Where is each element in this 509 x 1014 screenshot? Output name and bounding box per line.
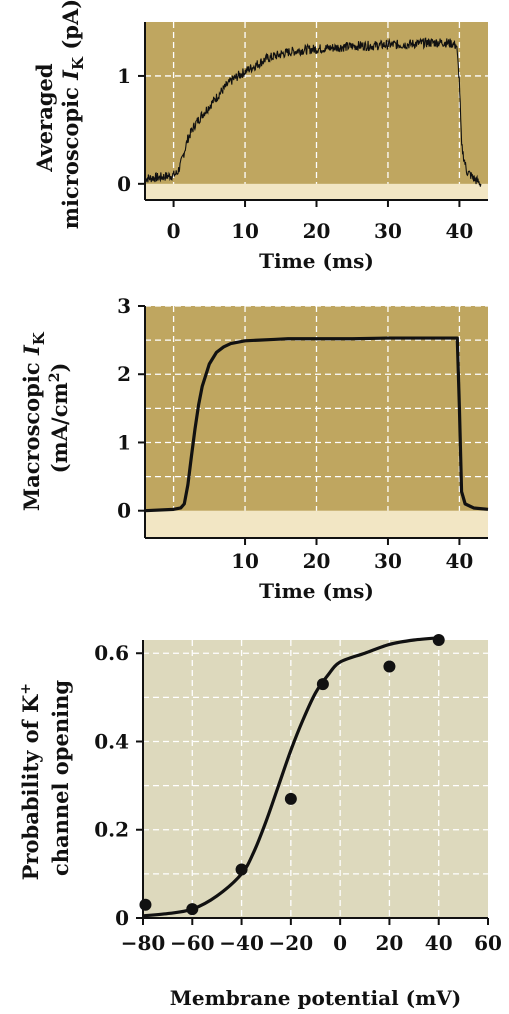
y-axis-label-line1: Probability of K+ xyxy=(18,683,43,880)
panel-averaged-microscopic-ik: 0 10 20 30 40 01 Time (ms) Averaged microsco… xyxy=(32,0,488,273)
x-tick-label: 40 xyxy=(425,931,453,955)
plot-area xyxy=(143,640,488,918)
data-point xyxy=(316,678,329,691)
y-tick-labels: 0 0.2 0.4 0.6 xyxy=(94,641,129,930)
panel-k-channel-probability: −80 −60 −40 −20 0 20 40 60 0 0.2 0.4 0.6 Membrane … xyxy=(10,634,502,1010)
y-axis-label-line1: Macroscopic IK xyxy=(19,331,48,511)
data-point xyxy=(284,792,297,805)
x-tick-label: 10 xyxy=(231,219,259,243)
data-point xyxy=(186,903,199,916)
x-tick-label: 0 xyxy=(167,219,181,243)
y-tick-label: 2 xyxy=(117,362,131,386)
y-axis-label: Averaged microscopic IK (pA) xyxy=(32,0,87,229)
grid xyxy=(143,640,488,918)
data-point xyxy=(383,660,396,673)
current-trace xyxy=(144,37,482,187)
x-tick-labels: 0 10 20 30 40 xyxy=(167,219,474,243)
baseline-band xyxy=(145,510,488,538)
x-tick-label: 40 xyxy=(445,549,473,573)
x-tick-label: 20 xyxy=(376,931,404,955)
fit-curve xyxy=(142,636,439,918)
y-axis-label-line2: (mA/cm2) xyxy=(47,363,72,474)
x-tick-label: 30 xyxy=(374,549,402,573)
axes xyxy=(138,22,488,207)
y-tick-label: 0.4 xyxy=(94,729,129,753)
y-tick-labels: 01 xyxy=(117,64,131,196)
y-tick-label: 3 xyxy=(117,294,131,318)
baseline-band xyxy=(145,183,488,200)
x-tick-label: −20 xyxy=(269,931,314,955)
y-tick-label: 0.6 xyxy=(94,641,129,665)
x-axis-label: Time (ms) xyxy=(259,249,374,273)
data-point xyxy=(139,898,152,911)
data-point xyxy=(432,634,445,646)
x-tick-label: −60 xyxy=(170,931,215,955)
y-tick-label: 0 xyxy=(117,499,131,523)
y-axis-label: Macroscopic IK (mA/cm2) xyxy=(19,325,72,511)
current-trace xyxy=(144,336,489,513)
x-tick-label: 20 xyxy=(303,219,331,243)
panel-macroscopic-ik: 10 20 30 40 0 1 2 3 Time (ms) Macroscopic IK (… xyxy=(19,294,489,603)
data-point xyxy=(235,863,248,876)
y-axis-label-line2: channel opening xyxy=(48,680,73,876)
axes xyxy=(138,305,488,545)
y-axis-label: Probability of K+ channel opening xyxy=(10,676,73,881)
y-tick-labels: 0 1 2 3 xyxy=(117,294,131,523)
x-tick-label: −40 xyxy=(219,931,264,955)
x-tick-label: −80 xyxy=(121,931,166,955)
y-axis-label-line2: microscopic IK (pA) xyxy=(58,0,87,229)
x-axis-label: Time (ms) xyxy=(259,579,374,603)
x-tick-labels: −80 −60 −40 −20 0 20 40 60 xyxy=(121,931,502,955)
y-tick-label: 1 xyxy=(117,64,131,88)
axes xyxy=(136,640,489,925)
y-tick-label: 0 xyxy=(115,906,129,930)
x-axis-label: Membrane potential (mV) xyxy=(170,986,462,1010)
y-tick-label: 1 xyxy=(117,430,131,454)
x-tick-label: 10 xyxy=(231,549,259,573)
x-tick-label: 0 xyxy=(333,931,347,955)
x-tick-label: 40 xyxy=(445,219,473,243)
x-tick-label: 30 xyxy=(374,219,402,243)
x-tick-label: 60 xyxy=(474,931,502,955)
data-points xyxy=(139,634,445,916)
y-tick-label: 0.2 xyxy=(94,818,129,842)
x-tick-label: 20 xyxy=(303,549,331,573)
x-tick-labels: 10 20 30 40 xyxy=(231,549,473,573)
grid xyxy=(145,22,488,184)
y-tick-label: 0 xyxy=(117,172,131,196)
y-axis-label-line1: Averaged xyxy=(32,63,57,173)
